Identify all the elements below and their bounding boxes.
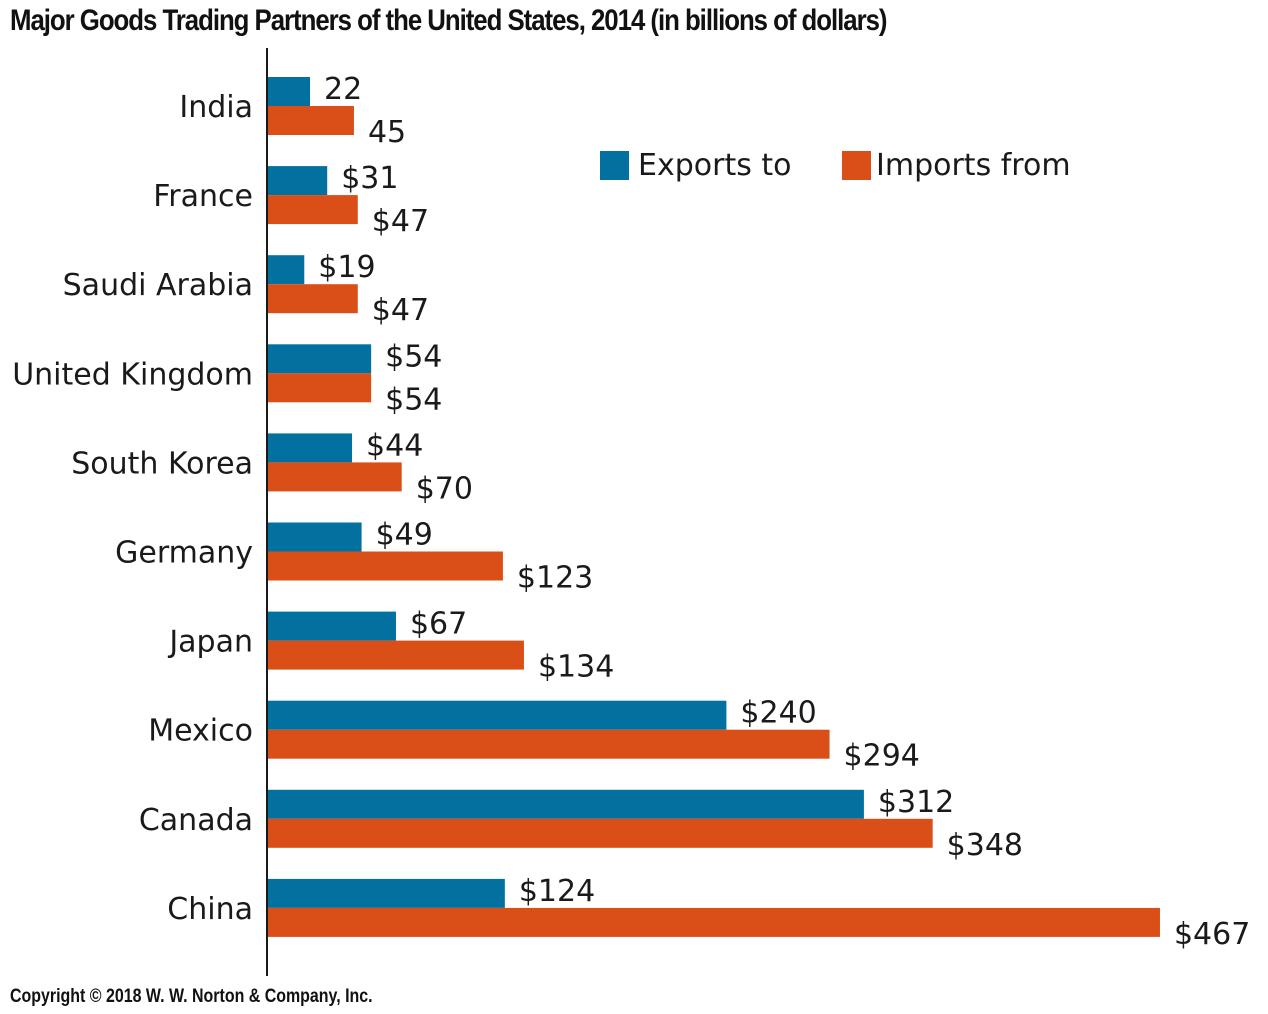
legend: Exports to Imports from	[600, 148, 1071, 183]
category-label-south-korea: South Korea	[71, 446, 253, 481]
bars-layer	[268, 77, 1160, 937]
bar-imports-france	[268, 195, 358, 225]
value-label-exports-india: 22	[324, 72, 362, 107]
value-label-imports-mexico: $294	[844, 739, 920, 774]
bar-exports-japan	[268, 611, 396, 641]
bar-exports-saudi-arabia	[268, 255, 305, 285]
bar-imports-china	[268, 907, 1160, 937]
bar-exports-germany	[268, 522, 362, 552]
value-label-imports-france: $47	[372, 204, 429, 239]
category-label-india: India	[179, 90, 253, 125]
value-label-exports-france: $31	[341, 161, 398, 196]
legend-label-imports: Imports from	[876, 148, 1071, 183]
value-label-exports-japan: $67	[410, 607, 467, 642]
value-label-imports-india: 45	[368, 115, 406, 150]
category-label-germany: Germany	[115, 536, 253, 571]
value-label-exports-china: $124	[519, 874, 595, 909]
category-label-france: France	[153, 179, 253, 214]
bar-imports-canada	[268, 818, 933, 848]
value-label-exports-canada: $312	[878, 785, 954, 820]
category-label-japan: Japan	[167, 625, 253, 660]
value-label-imports-china: $467	[1174, 917, 1250, 952]
category-label-china: China	[167, 892, 253, 927]
value-label-imports-south-korea: $70	[416, 471, 473, 506]
value-label-imports-japan: $134	[538, 650, 614, 685]
category-label-united-kingdom: United Kingdom	[12, 357, 253, 392]
value-label-imports-united-kingdom: $54	[385, 382, 442, 417]
bar-imports-india	[268, 106, 354, 135]
bar-imports-south-korea	[268, 462, 402, 492]
category-label-saudi-arabia: Saudi Arabia	[63, 268, 253, 303]
value-label-exports-germany: $49	[376, 518, 433, 553]
value-label-imports-germany: $123	[517, 561, 593, 596]
value-label-exports-saudi-arabia: $19	[318, 250, 375, 285]
value-label-imports-canada: $348	[947, 828, 1023, 863]
bar-exports-france	[268, 166, 328, 196]
value-label-exports-mexico: $240	[740, 696, 816, 731]
chart-title: Major Goods Trading Partners of the Unit…	[10, 4, 888, 37]
bar-imports-united-kingdom	[268, 373, 372, 403]
value-label-exports-united-kingdom: $54	[385, 339, 442, 374]
bar-imports-saudi-arabia	[268, 284, 358, 314]
value-label-exports-south-korea: $44	[366, 428, 423, 463]
bar-exports-india	[268, 77, 311, 106]
category-label-canada: Canada	[139, 803, 253, 838]
bar-imports-japan	[268, 640, 524, 670]
legend-label-exports: Exports to	[638, 148, 792, 183]
legend-swatch-exports	[600, 151, 629, 180]
bar-exports-south-korea	[268, 433, 353, 463]
copyright-notice: Copyright © 2018 W. W. Norton & Company,…	[10, 986, 373, 1007]
category-label-mexico: Mexico	[148, 714, 253, 749]
bar-exports-canada	[268, 789, 864, 819]
bar-imports-mexico	[268, 729, 830, 759]
bar-exports-mexico	[268, 700, 727, 730]
value-label-imports-saudi-arabia: $47	[372, 293, 429, 328]
legend-swatch-imports	[842, 151, 871, 180]
bar-exports-china	[268, 878, 505, 908]
bar-imports-germany	[268, 551, 503, 581]
bar-exports-united-kingdom	[268, 344, 372, 374]
